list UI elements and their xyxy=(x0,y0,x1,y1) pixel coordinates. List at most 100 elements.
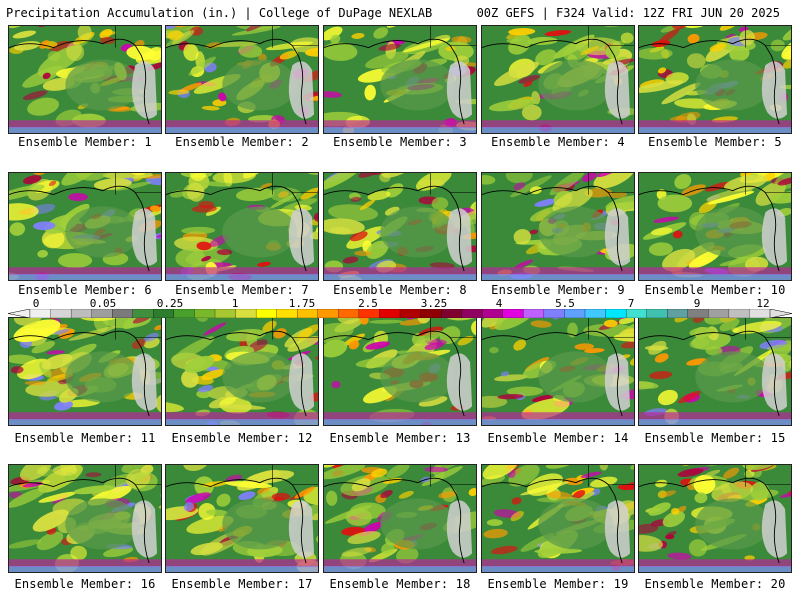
colorbar-tick-label: 0 xyxy=(32,297,40,310)
colorbar-tick-label: 5.5 xyxy=(555,297,575,310)
colorbar-swatch xyxy=(276,309,298,318)
colorbar-swatch xyxy=(420,309,442,318)
member-map-13 xyxy=(323,317,477,426)
colorbar-swatch xyxy=(132,309,154,318)
member-map-8 xyxy=(323,172,477,281)
colorbar-swatch xyxy=(440,309,463,318)
member-caption-6: Ensemble Member: 6 xyxy=(18,283,152,297)
member-caption-15: Ensemble Member: 15 xyxy=(644,431,786,445)
member-caption-18: Ensemble Member: 18 xyxy=(329,577,471,591)
run-info: 00Z GEFS | F324 Valid: 12Z FRI JUN 20 20… xyxy=(476,6,780,20)
colorbar-tick-label: 9 xyxy=(693,297,701,310)
colorbar-swatch xyxy=(153,309,175,318)
member-map-5 xyxy=(638,25,792,134)
precip-field xyxy=(482,465,634,572)
precip-field xyxy=(166,465,318,572)
colorbar-swatch xyxy=(173,309,195,318)
colorbar-swatch xyxy=(379,309,401,318)
precip-field xyxy=(639,465,791,572)
member-map-20 xyxy=(638,464,792,573)
precip-field xyxy=(482,318,634,425)
member-caption-11: Ensemble Member: 11 xyxy=(14,431,156,445)
member-map-9 xyxy=(481,172,635,281)
colorbar-swatch xyxy=(749,309,771,318)
member-map-15 xyxy=(638,317,792,426)
member-caption-4: Ensemble Member: 4 xyxy=(491,135,625,149)
precip-field xyxy=(324,318,476,425)
colorbar-swatch xyxy=(91,309,113,318)
colorbar-swatch xyxy=(112,309,134,318)
member-map-11 xyxy=(8,317,162,426)
colorbar-swatch xyxy=(317,309,339,318)
precip-field xyxy=(166,318,318,425)
member-caption-2: Ensemble Member: 2 xyxy=(175,135,309,149)
colorbar-swatch xyxy=(214,309,237,318)
colorbar-swatch xyxy=(646,309,668,318)
colorbar-swatch xyxy=(255,309,278,318)
colorbar-swatch xyxy=(70,309,93,318)
colorbar-swatch xyxy=(235,309,257,318)
member-caption-19: Ensemble Member: 19 xyxy=(487,577,629,591)
colorbar-swatch xyxy=(358,309,380,318)
member-caption-12: Ensemble Member: 12 xyxy=(171,431,313,445)
colorbar-tick-label: 7 xyxy=(627,297,635,310)
colorbar-right-arrow xyxy=(769,309,792,318)
colorbar-tick-label: 4 xyxy=(495,297,503,310)
colorbar-swatch xyxy=(50,309,72,318)
colorbar-swatch xyxy=(461,309,483,318)
member-caption-9: Ensemble Member: 9 xyxy=(491,283,625,297)
member-map-18 xyxy=(323,464,477,573)
colorbar-tick-label: 3.25 xyxy=(420,297,448,310)
precip-field xyxy=(9,465,161,572)
precip-field xyxy=(639,26,791,133)
member-caption-14: Ensemble Member: 14 xyxy=(487,431,629,445)
colorbar-tick-label: 1.75 xyxy=(288,297,316,310)
member-map-4 xyxy=(481,25,635,134)
member-caption-13: Ensemble Member: 13 xyxy=(329,431,471,445)
precip-field xyxy=(166,26,318,133)
colorbar-swatch xyxy=(338,309,360,318)
member-map-17 xyxy=(165,464,319,573)
member-caption-10: Ensemble Member: 10 xyxy=(644,283,786,297)
member-map-1 xyxy=(8,25,162,134)
colorbar-tick-label: 0.05 xyxy=(89,297,117,310)
precip-field xyxy=(482,26,634,133)
member-caption-7: Ensemble Member: 7 xyxy=(175,283,309,297)
member-map-10 xyxy=(638,172,792,281)
precip-field xyxy=(639,173,791,280)
colorbar-tick-label: 12 xyxy=(756,297,770,310)
member-caption-16: Ensemble Member: 16 xyxy=(14,577,156,591)
member-map-2 xyxy=(165,25,319,134)
colorbar-swatch xyxy=(297,309,319,318)
colorbar xyxy=(8,309,792,318)
colorbar-swatch xyxy=(667,309,689,318)
colorbar-tick-label: 1 xyxy=(231,297,239,310)
colorbar-swatch xyxy=(605,309,627,318)
precip-field xyxy=(166,173,318,280)
colorbar-swatch xyxy=(543,309,565,318)
colorbar-swatch xyxy=(523,309,545,318)
member-caption-17: Ensemble Member: 17 xyxy=(171,577,313,591)
colorbar-tick-label: 0.25 xyxy=(156,297,184,310)
member-map-16 xyxy=(8,464,162,573)
precip-field xyxy=(482,173,634,280)
colorbar-swatch xyxy=(502,309,524,318)
colorbar-swatch xyxy=(29,309,52,318)
colorbar-swatch xyxy=(728,309,750,318)
member-caption-3: Ensemble Member: 3 xyxy=(333,135,467,149)
precip-field xyxy=(9,26,161,133)
colorbar-swatch xyxy=(564,309,586,318)
colorbar-swatch xyxy=(584,309,607,318)
chart-title: Precipitation Accumulation (in.) | Colle… xyxy=(6,6,433,20)
colorbar-swatch xyxy=(399,309,422,318)
precip-field xyxy=(639,318,791,425)
precip-field xyxy=(9,318,161,425)
colorbar-swatch xyxy=(687,309,709,318)
member-caption-5: Ensemble Member: 5 xyxy=(648,135,782,149)
member-caption-20: Ensemble Member: 20 xyxy=(644,577,786,591)
member-caption-8: Ensemble Member: 8 xyxy=(333,283,467,297)
colorbar-swatch xyxy=(194,309,216,318)
member-map-6 xyxy=(8,172,162,281)
precip-field xyxy=(9,173,161,280)
colorbar-tick-label: 2.5 xyxy=(358,297,378,310)
